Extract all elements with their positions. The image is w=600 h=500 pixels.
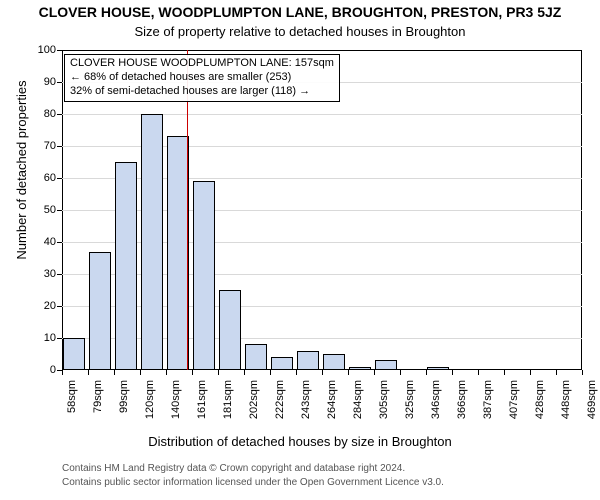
histogram-bar [89,252,111,370]
histogram-bar [63,338,85,370]
x-tick-mark [582,370,583,375]
y-tick-label: 20 [26,300,56,312]
x-tick-mark [556,370,557,375]
histogram-bar [115,162,137,370]
y-tick-mark [57,210,62,211]
y-tick-label: 100 [26,44,56,56]
x-tick-label: 305sqm [378,380,390,419]
x-tick-mark [166,370,167,375]
histogram-bar [167,136,189,370]
x-tick-mark [426,370,427,375]
annotation-line: 32% of semi-detached houses are larger (… [70,85,334,99]
y-tick-mark [57,242,62,243]
y-tick-mark [57,82,62,83]
chart-canvas: CLOVER HOUSE, WOODPLUMPTON LANE, BROUGHT… [0,0,600,500]
x-tick-label: 99sqm [118,380,130,413]
x-tick-mark [192,370,193,375]
histogram-bar [245,344,267,370]
y-tick-label: 60 [26,172,56,184]
y-tick-mark [57,178,62,179]
histogram-bar [375,360,397,370]
x-tick-label: 428sqm [534,380,546,419]
grid-line [62,338,582,339]
x-tick-mark [322,370,323,375]
grid-line [62,178,582,179]
y-tick-mark [57,114,62,115]
x-tick-label: 58sqm [66,380,78,413]
x-tick-mark [400,370,401,375]
x-tick-label: 366sqm [456,380,468,419]
grid-line [62,210,582,211]
x-tick-mark [140,370,141,375]
y-tick-mark [57,146,62,147]
y-tick-label: 30 [26,268,56,280]
x-tick-mark [296,370,297,375]
x-tick-label: 346sqm [430,380,442,419]
y-tick-label: 90 [26,76,56,88]
x-tick-mark [530,370,531,375]
grid-line [62,146,582,147]
x-tick-mark [88,370,89,375]
grid-line [62,242,582,243]
histogram-bar [323,354,345,370]
x-tick-mark [478,370,479,375]
x-tick-label: 120sqm [144,380,156,419]
plot-area: 010203040506070809010058sqm79sqm99sqm120… [62,50,582,370]
x-tick-mark [114,370,115,375]
y-tick-mark [57,50,62,51]
y-tick-label: 0 [26,364,56,376]
x-tick-mark [348,370,349,375]
x-tick-mark [244,370,245,375]
x-tick-label: 264sqm [326,380,338,419]
x-tick-label: 161sqm [196,380,208,419]
x-tick-mark [62,370,63,375]
x-tick-mark [452,370,453,375]
footer-line-2: Contains public sector information licen… [62,476,444,490]
x-tick-label: 325sqm [404,380,416,419]
x-tick-mark [374,370,375,375]
x-tick-label: 469sqm [586,380,598,419]
histogram-bar [271,357,293,370]
chart-title: CLOVER HOUSE, WOODPLUMPTON LANE, BROUGHT… [0,4,600,20]
y-tick-label: 40 [26,236,56,248]
x-axis-label: Distribution of detached houses by size … [0,434,600,449]
y-tick-label: 70 [26,140,56,152]
y-tick-mark [57,306,62,307]
x-tick-label: 140sqm [170,380,182,419]
histogram-bar [349,367,371,370]
x-tick-label: 448sqm [560,380,572,419]
y-tick-mark [57,338,62,339]
x-tick-label: 284sqm [352,380,364,419]
histogram-bar [219,290,241,370]
x-tick-label: 387sqm [482,380,494,419]
annotation-line: ← 68% of detached houses are smaller (25… [70,71,334,85]
histogram-bar [427,367,449,370]
x-tick-label: 181sqm [222,380,234,419]
footer-attribution: Contains HM Land Registry data © Crown c… [62,462,444,489]
histogram-bar [141,114,163,370]
y-tick-label: 10 [26,332,56,344]
x-tick-mark [504,370,505,375]
y-tick-label: 50 [26,204,56,216]
x-tick-mark [218,370,219,375]
grid-line [62,114,582,115]
y-tick-mark [57,274,62,275]
x-tick-label: 222sqm [274,380,286,419]
x-tick-label: 202sqm [248,380,260,419]
chart-subtitle: Size of property relative to detached ho… [0,24,600,39]
annotation-line: CLOVER HOUSE WOODPLUMPTON LANE: 157sqm [70,57,334,71]
annotation-box: CLOVER HOUSE WOODPLUMPTON LANE: 157sqm← … [64,54,340,102]
histogram-bar [193,181,215,370]
x-tick-mark [270,370,271,375]
grid-line [62,274,582,275]
histogram-bar [297,351,319,370]
grid-line [62,306,582,307]
x-tick-label: 407sqm [508,380,520,419]
footer-line-1: Contains HM Land Registry data © Crown c… [62,462,444,476]
x-tick-label: 79sqm [92,380,104,413]
y-tick-label: 80 [26,108,56,120]
x-tick-label: 243sqm [300,380,312,419]
